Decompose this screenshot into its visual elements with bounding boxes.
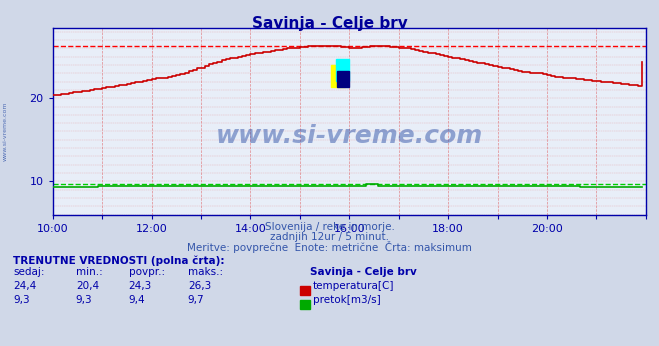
Text: temperatura[C]: temperatura[C] [313, 281, 395, 291]
Text: TRENUTNE VREDNOSTI (polna črta):: TRENUTNE VREDNOSTI (polna črta): [13, 256, 225, 266]
Text: Savinja - Celje brv: Savinja - Celje brv [252, 16, 407, 30]
Text: www.si-vreme.com: www.si-vreme.com [3, 102, 8, 161]
Text: 24,4: 24,4 [13, 281, 36, 291]
Text: 9,4: 9,4 [129, 295, 145, 305]
Text: min.:: min.: [76, 267, 103, 277]
Bar [337, 71, 349, 88]
Bar [331, 65, 345, 88]
Text: zadnjih 12ur / 5 minut.: zadnjih 12ur / 5 minut. [270, 232, 389, 242]
Text: 26,3: 26,3 [188, 281, 211, 291]
Text: Slovenija / reke in morje.: Slovenija / reke in morje. [264, 222, 395, 231]
Text: 20,4: 20,4 [76, 281, 99, 291]
Text: pretok[m3/s]: pretok[m3/s] [313, 295, 381, 305]
Text: Meritve: povprečne  Enote: metrične  Črta: maksimum: Meritve: povprečne Enote: metrične Črta:… [187, 242, 472, 253]
Text: 9,7: 9,7 [188, 295, 204, 305]
Text: Savinja - Celje brv: Savinja - Celje brv [310, 267, 416, 277]
Text: www.si-vreme.com: www.si-vreme.com [215, 124, 483, 148]
Text: povpr.:: povpr.: [129, 267, 165, 277]
Text: sedaj:: sedaj: [13, 267, 45, 277]
Text: 9,3: 9,3 [76, 295, 92, 305]
Text: maks.:: maks.: [188, 267, 223, 277]
Bar [336, 59, 349, 81]
Text: 9,3: 9,3 [13, 295, 30, 305]
Text: 24,3: 24,3 [129, 281, 152, 291]
